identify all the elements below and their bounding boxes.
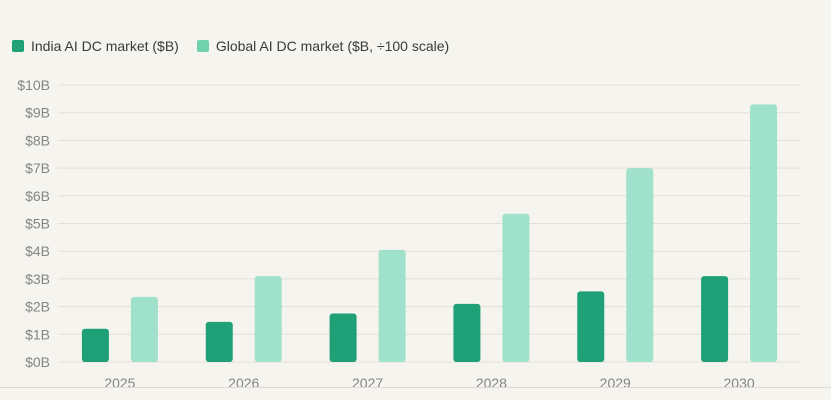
legend-item-india[interactable]: India AI DC market ($B) (12, 38, 179, 54)
bar-global-2025 (130, 296, 158, 362)
y-tick-label: $1B (25, 326, 50, 342)
x-tick-label: 2027 (352, 375, 383, 391)
x-tick-label: 2028 (476, 375, 507, 391)
x-tick-label: 2029 (600, 375, 631, 391)
bar-global-2029 (626, 168, 654, 362)
bar-global-2026 (254, 276, 282, 362)
x-tick-label: 2030 (724, 375, 755, 391)
bar-india-2030 (701, 276, 729, 362)
y-tick-label: $8B (25, 132, 50, 148)
x-tick-label: 2026 (228, 375, 259, 391)
legend-label-global: Global AI DC market ($B, ÷100 scale) (215, 38, 450, 54)
y-tick-label: $4B (25, 243, 50, 259)
y-tick-label: $3B (25, 271, 50, 287)
y-tick-label: $0B (25, 354, 50, 370)
y-tick-label: $10B (17, 77, 50, 93)
bar-india-2025 (81, 328, 109, 362)
bar-global-2028 (502, 213, 530, 362)
y-tick-label: $7B (25, 160, 50, 176)
y-tick-label: $9B (25, 105, 50, 121)
bottom-divider (0, 387, 831, 388)
bar-india-2027 (329, 313, 357, 362)
legend-label-india: India AI DC market ($B) (31, 38, 179, 54)
x-tick-label: 2025 (104, 375, 135, 391)
legend-swatch-india (12, 40, 24, 52)
bar-global-2030 (750, 104, 778, 362)
y-tick-label: $2B (25, 299, 50, 315)
y-tick-label: $5B (25, 216, 50, 232)
bar-global-2027 (378, 249, 406, 362)
bar-india-2029 (577, 291, 605, 362)
y-tick-label: $6B (25, 188, 50, 204)
bar-india-2026 (205, 321, 233, 362)
chart-legend: India AI DC market ($B) Global AI DC mar… (12, 38, 449, 54)
legend-swatch-global (196, 40, 209, 52)
bar-india-2028 (453, 303, 481, 362)
legend-item-global[interactable]: Global AI DC market ($B, ÷100 scale) (196, 38, 450, 54)
